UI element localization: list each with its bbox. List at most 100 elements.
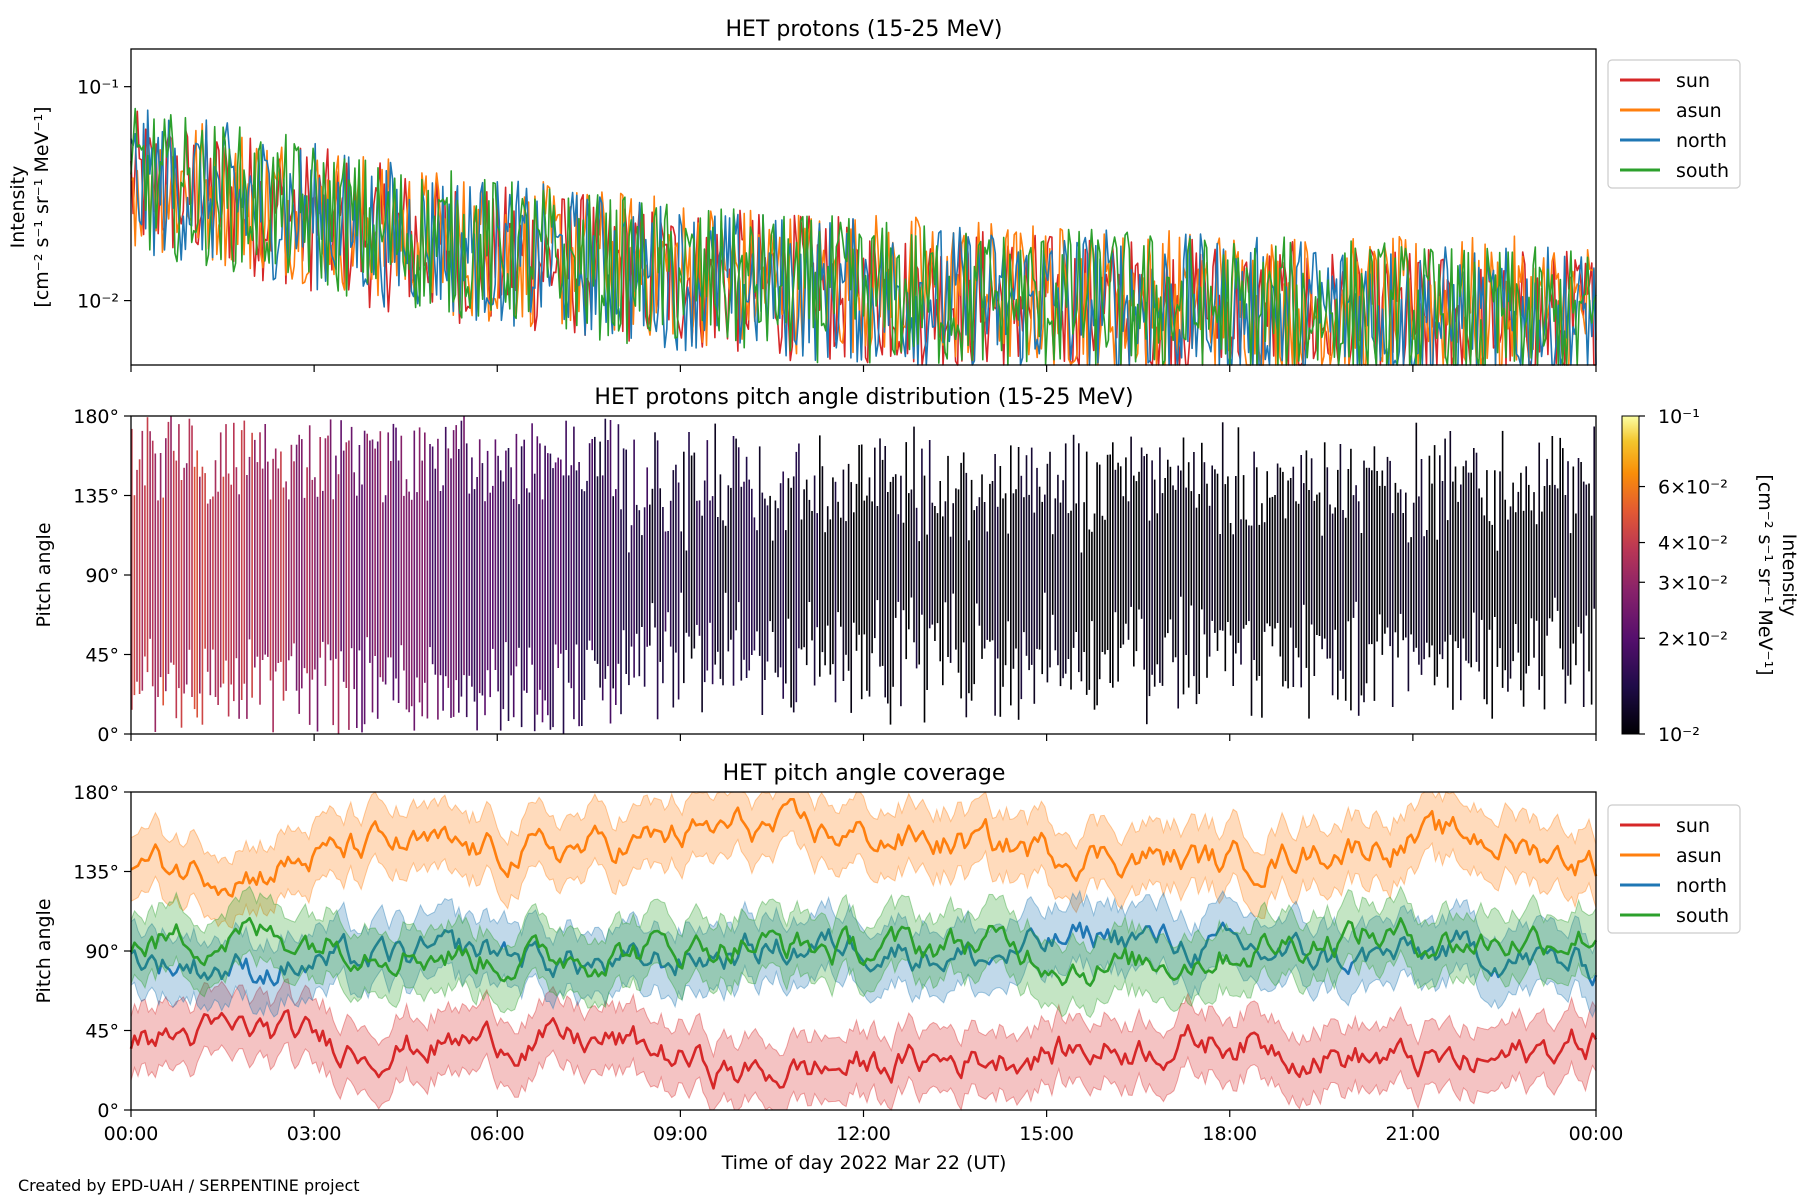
heatmap-cell	[1475, 452, 1478, 662]
heatmap-cell	[505, 450, 507, 643]
heatmap-cell	[1258, 524, 1261, 676]
heatmap-cell	[965, 472, 968, 718]
heatmap-cell	[277, 468, 280, 663]
heatmap-cell	[1514, 512, 1517, 624]
heatmap-cell	[201, 466, 204, 725]
heatmap-cell	[860, 444, 863, 700]
legend-label-south: south	[1676, 160, 1729, 182]
xtick-label: 00:00	[1569, 1123, 1624, 1145]
ytick-label: 0°	[97, 1100, 119, 1122]
heatmap-cell	[1117, 462, 1119, 682]
heatmap-cell	[447, 448, 450, 688]
heatmap-cell	[565, 420, 567, 650]
heatmap-cell	[350, 426, 353, 649]
panel1-ylabel-line2: [cm⁻² s⁻¹ sr⁻¹ MeV⁻¹]	[31, 106, 53, 307]
heatmap-cell	[1585, 484, 1588, 616]
legend-label-north: north	[1676, 130, 1727, 152]
heatmap-cell	[646, 467, 649, 647]
heatmap-cell	[332, 499, 335, 726]
heatmap-cell	[962, 452, 965, 643]
heatmap-cell	[1015, 489, 1017, 649]
heatmap-cell	[431, 446, 434, 665]
heatmap-cell	[976, 506, 978, 604]
heatmap-cell	[1350, 448, 1352, 711]
heatmap-cell	[905, 442, 908, 660]
heatmap-cell	[1399, 489, 1402, 614]
heatmap-cell	[1520, 472, 1522, 691]
ytick-label: 180°	[73, 406, 119, 428]
heatmap-cell	[1381, 470, 1384, 655]
heatmap-cell	[876, 506, 879, 601]
heatmap-cell	[832, 477, 834, 665]
heatmap-cell	[1420, 459, 1423, 675]
heatmap-cell	[677, 482, 680, 700]
heatmap-cell	[382, 502, 384, 682]
heatmap-cell	[1556, 488, 1559, 611]
heatmap-cell	[1452, 481, 1454, 710]
heatmap-cell	[1467, 472, 1470, 664]
heatmap-cell	[1051, 534, 1054, 615]
heatmap-cell	[1138, 471, 1140, 610]
series-south-line	[129, 916, 1598, 987]
series-asun-line	[130, 798, 1598, 898]
heatmap-cell	[868, 477, 871, 697]
heatmap-cell	[1161, 493, 1164, 686]
heatmap-cell	[983, 502, 986, 649]
heatmap-cell	[1415, 422, 1418, 648]
heatmap-cell	[340, 420, 342, 652]
heatmap-cell	[1182, 437, 1185, 695]
heatmap-cell	[892, 476, 894, 687]
heatmap-cell	[136, 469, 138, 682]
heatmap-cell	[1125, 457, 1127, 624]
heatmap-cell	[539, 443, 541, 690]
heatmap-cell	[952, 503, 955, 594]
legend-label-asun: asun	[1676, 100, 1722, 122]
heatmap-cell	[696, 500, 698, 625]
heatmap-cell	[507, 448, 510, 721]
heatmap-cell	[426, 500, 429, 719]
heatmap-cell	[915, 507, 918, 669]
heatmap-cell	[690, 455, 693, 659]
heatmap-cell	[512, 499, 515, 718]
heatmap-cell	[724, 525, 727, 593]
heatmap-cell	[1289, 478, 1292, 628]
heatmap-cell	[1460, 484, 1462, 701]
heatmap-cell	[586, 480, 588, 650]
heatmap-cell	[928, 440, 931, 629]
heatmap-cell	[1219, 534, 1221, 631]
heatmap-cell	[204, 473, 206, 649]
heatmap-cell	[214, 460, 217, 697]
heatmap-cell	[1522, 510, 1525, 707]
heatmap-cell	[897, 514, 900, 602]
heatmap-cell	[403, 495, 405, 671]
heatmap-cell	[1323, 442, 1326, 639]
heatmap-cell	[1271, 496, 1274, 647]
heatmap-cell	[588, 443, 591, 641]
panel2-heatmap	[131, 416, 1596, 734]
heatmap-cell	[1030, 447, 1033, 665]
heatmap-cell	[942, 516, 944, 686]
heatmap-cell	[1167, 459, 1169, 634]
series-sun-line	[130, 110, 1596, 366]
heatmap-cell	[1133, 475, 1135, 667]
heatmap-cell	[149, 431, 151, 639]
heatmap-cell	[989, 483, 991, 642]
heatmap-cell	[706, 440, 709, 671]
heatmap-cell	[1185, 487, 1187, 655]
panel2-y-axis: 0° 45° 90° 135° 180°	[73, 406, 131, 746]
heatmap-cell	[1352, 495, 1355, 618]
heatmap-cell	[1253, 451, 1255, 660]
heatmap-cell	[1012, 493, 1015, 669]
series-asun-band	[130, 790, 1597, 929]
heatmap-cell	[1321, 535, 1323, 650]
legend-box	[1607, 59, 1741, 189]
heatmap-cell	[1193, 452, 1195, 677]
heatmap-cell	[1245, 519, 1248, 625]
heatmap-cell	[1543, 486, 1546, 710]
heatmap-cell	[787, 478, 790, 619]
heatmap-cell	[151, 440, 154, 687]
heatmap-cell	[751, 488, 753, 655]
heatmap-cell	[342, 450, 345, 682]
heatmap-cell	[1250, 525, 1253, 716]
heatmap-cell	[764, 498, 766, 680]
